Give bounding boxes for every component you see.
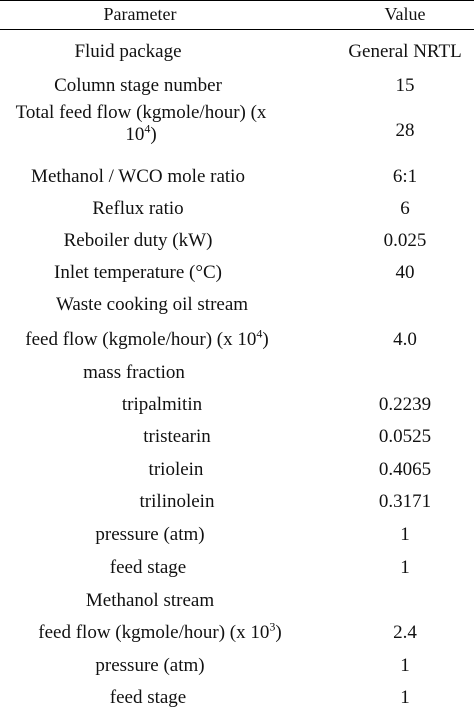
value-cell: 0.0525 xyxy=(378,426,432,447)
parameter-text: Reboiler duty (kW) xyxy=(63,230,213,251)
value-cell: 6 xyxy=(400,198,410,219)
parameter-cell: mass fraction xyxy=(83,362,185,384)
parameter-text: feed flow (kgmole/hour) (x 10 xyxy=(25,329,257,350)
parameter-text: Waste cooking oil stream xyxy=(55,294,249,315)
value-cell: 4.0 xyxy=(393,329,417,350)
parameter-cell: pressure (atm) xyxy=(95,524,204,546)
parameter-text: ) xyxy=(275,622,282,643)
parameter-cell: Waste cooking oil stream xyxy=(56,294,248,316)
value-cell: 0.2239 xyxy=(378,394,432,415)
value-cell: 0.025 xyxy=(383,230,427,251)
parameter-cell: tristearin xyxy=(143,426,211,448)
parameter-text: ) xyxy=(150,124,157,145)
parameter-text: feed flow (kgmole/hour) (x 10 xyxy=(38,622,270,643)
value-cell: General NRTL xyxy=(348,41,462,62)
value-cell: 1 xyxy=(400,687,410,708)
parameter-text: feed stage xyxy=(109,557,187,578)
parameter-cell: triolein xyxy=(149,459,204,481)
value-cell: 1 xyxy=(400,655,410,676)
value-cell: 15 xyxy=(395,75,415,96)
value-cell: 0.3171 xyxy=(378,491,432,512)
value-cell: 0.4065 xyxy=(378,459,432,480)
parameter-text: Methanol stream xyxy=(85,590,215,611)
parameter-text: triolein xyxy=(148,459,204,480)
parameter-cell: Column stage number xyxy=(54,75,222,97)
parameter-cell: feed stage xyxy=(110,687,186,709)
parameter-text: Column stage number xyxy=(54,75,222,96)
header-cell: Value xyxy=(384,4,426,24)
value-cell: 6:1 xyxy=(392,166,418,187)
parameter-cell: Methanol / WCO mole ratio xyxy=(31,166,245,188)
parameter-text: Total feed flow (kgmole/hour) (x 10 xyxy=(15,102,267,145)
parameter-text: ) xyxy=(262,329,269,350)
value-cell: 28 xyxy=(395,120,415,141)
parameter-cell: Fluid package xyxy=(74,41,181,63)
parameter-text: trilinolein xyxy=(139,491,215,512)
parameter-text: mass fraction xyxy=(83,362,185,383)
parameter-cell: tripalmitin xyxy=(122,394,202,416)
parameter-text: pressure (atm) xyxy=(95,655,205,676)
parameter-text: tristearin xyxy=(143,426,211,447)
parameter-cell: Total feed flow (kgmole/hour) (x 104) xyxy=(0,102,282,146)
parameter-cell: feed stage xyxy=(110,557,186,579)
parameter-cell: trilinolein xyxy=(140,491,215,513)
value-cell: 2.4 xyxy=(393,622,417,643)
parameter-cell: Reboiler duty (kW) xyxy=(64,230,213,252)
parameter-text: Fluid package xyxy=(74,41,182,62)
superscript: 3 xyxy=(269,619,276,634)
parameter-text: Inlet temperature (°C) xyxy=(54,262,222,283)
parameter-cell: Inlet temperature (°C) xyxy=(54,262,222,284)
value-cell: 1 xyxy=(400,557,410,578)
parameter-text: Reflux ratio xyxy=(92,198,184,219)
header-cell: Parameter xyxy=(103,4,177,24)
header-rule xyxy=(0,29,474,30)
parameter-text: tripalmitin xyxy=(121,394,203,415)
parameter-cell: pressure (atm) xyxy=(95,655,204,677)
top-rule xyxy=(0,0,474,1)
parameter-text: Methanol / WCO mole ratio xyxy=(31,166,245,187)
parameter-cell: feed flow (kgmole/hour) (x 103) xyxy=(38,619,282,644)
parameter-cell: Methanol stream xyxy=(86,590,214,612)
parameter-text: pressure (atm) xyxy=(95,524,205,545)
parameter-text: feed stage xyxy=(109,687,187,708)
value-cell: 40 xyxy=(395,262,415,283)
superscript: 4 xyxy=(144,121,151,136)
superscript: 4 xyxy=(256,326,263,341)
value-cell: 1 xyxy=(400,524,410,545)
parameter-cell: Reflux ratio xyxy=(92,198,183,220)
parameter-cell: feed flow (kgmole/hour) (x 104) xyxy=(25,326,269,351)
